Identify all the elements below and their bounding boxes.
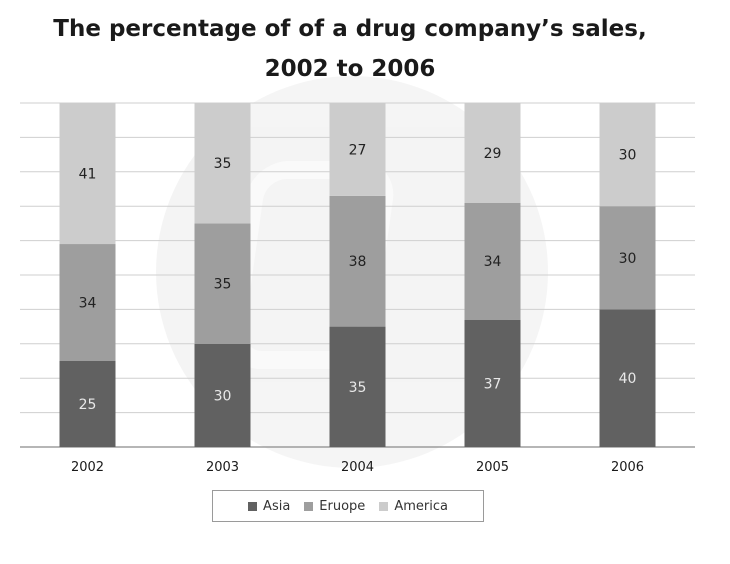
bars: 25 34 41 30 35 35 35 38 27 37 34 29 40 30 30: [59, 103, 656, 447]
legend-swatch-eruope: [304, 501, 314, 511]
x-tick-label-2003: 2003: [206, 460, 239, 475]
legend-label-america: America: [394, 498, 448, 514]
bar-america-2002: [59, 103, 116, 245]
data-label-asia-2005: 37: [484, 376, 502, 392]
bar-eruope-2005: [464, 202, 521, 320]
chart-title-line-2: 2002 to 2006: [264, 56, 436, 82]
bar-asia-2005: [464, 319, 521, 447]
data-label-eruope-2006: 30: [619, 251, 637, 267]
data-label-eruope-2004: 38: [349, 254, 367, 270]
legend-item-eruope: Eruope: [304, 499, 365, 514]
x-tick-label-2005: 2005: [476, 460, 509, 475]
legend-swatch-america: [379, 501, 389, 511]
data-label-asia-2003: 30: [214, 388, 232, 404]
data-label-america-2004: 27: [349, 142, 367, 158]
legend: Asia Eruope America: [212, 490, 484, 522]
data-label-eruope-2003: 35: [214, 277, 232, 293]
bar-america-2003: [194, 103, 251, 224]
bar-asia-2002: [59, 361, 116, 447]
legend-item-america: America: [379, 499, 448, 514]
bar-eruope-2003: [194, 223, 251, 344]
bar-america-2004: [329, 103, 386, 196]
chart-title-line-1: The percentage of of a drug company’s sa…: [53, 16, 647, 42]
x-tick-label-2004: 2004: [341, 460, 374, 475]
legend-label-eruope: Eruope: [319, 498, 366, 514]
x-tick-label-2002: 2002: [71, 460, 104, 475]
x-tick-label-2006: 2006: [611, 460, 644, 475]
data-label-asia-2002: 25: [79, 397, 97, 413]
bar-america-2005: [464, 103, 521, 203]
bar-asia-2006: [599, 309, 656, 447]
data-label-asia-2004: 35: [349, 380, 367, 396]
legend-swatch-asia: [248, 501, 258, 511]
bar-asia-2004: [329, 326, 386, 447]
bar-america-2006: [599, 103, 656, 207]
bar-eruope-2002: [59, 244, 116, 361]
data-label-america-2006: 30: [619, 148, 637, 164]
data-label-america-2002: 41: [79, 167, 97, 183]
data-label-asia-2006: 40: [619, 371, 637, 387]
bar-eruope-2004: [329, 195, 386, 327]
legend-item-asia: Asia: [248, 499, 290, 514]
data-label-america-2005: 29: [484, 146, 502, 162]
bar-asia-2003: [194, 343, 251, 447]
bar-eruope-2006: [599, 206, 656, 310]
x-tick-labels: 2002 2003 2004 2005 2006: [71, 460, 644, 475]
data-label-america-2003: 35: [214, 156, 232, 172]
data-label-eruope-2005: 34: [484, 254, 502, 270]
legend-label-asia: Asia: [263, 498, 291, 514]
data-label-eruope-2002: 34: [79, 296, 97, 312]
